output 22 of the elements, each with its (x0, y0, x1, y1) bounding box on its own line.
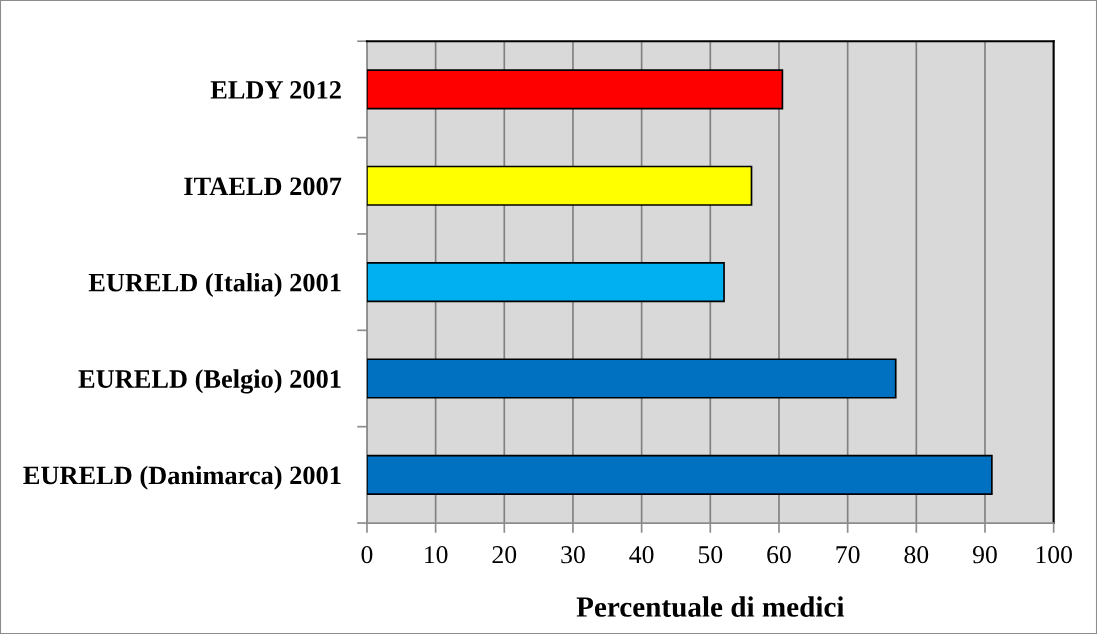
x-tick-label: 80 (904, 546, 929, 564)
x-tick-label: 70 (836, 546, 860, 564)
x-tick-label: 50 (698, 546, 723, 564)
y-tick-label: EURELD (Belgio) 2001 (78, 369, 341, 394)
x-tick-label: 90 (972, 546, 997, 564)
bar (366, 262, 725, 303)
y-tick-label: ITAELD 2007 (184, 177, 342, 196)
x-tick-label: 20 (492, 546, 517, 564)
y-tick-label: ELDY 2012 (210, 81, 341, 99)
y-tick-label: EURELD (Italia) 2001 (88, 272, 341, 297)
x-tick-label: 30 (561, 546, 585, 564)
bar (366, 69, 784, 110)
bar (366, 165, 753, 206)
x-tick-label: 40 (629, 546, 654, 564)
bar (366, 454, 993, 495)
y-tick-label: EURELD (Danimarca) 2001 (23, 465, 341, 490)
x-tick-label: 0 (361, 546, 373, 564)
x-tick-label: 10 (425, 546, 448, 564)
x-axis-title: Percentuale di medici (576, 596, 845, 617)
x-tick-label: 100 (1036, 546, 1072, 564)
bar (366, 358, 897, 399)
x-tick-label: 60 (767, 546, 791, 564)
